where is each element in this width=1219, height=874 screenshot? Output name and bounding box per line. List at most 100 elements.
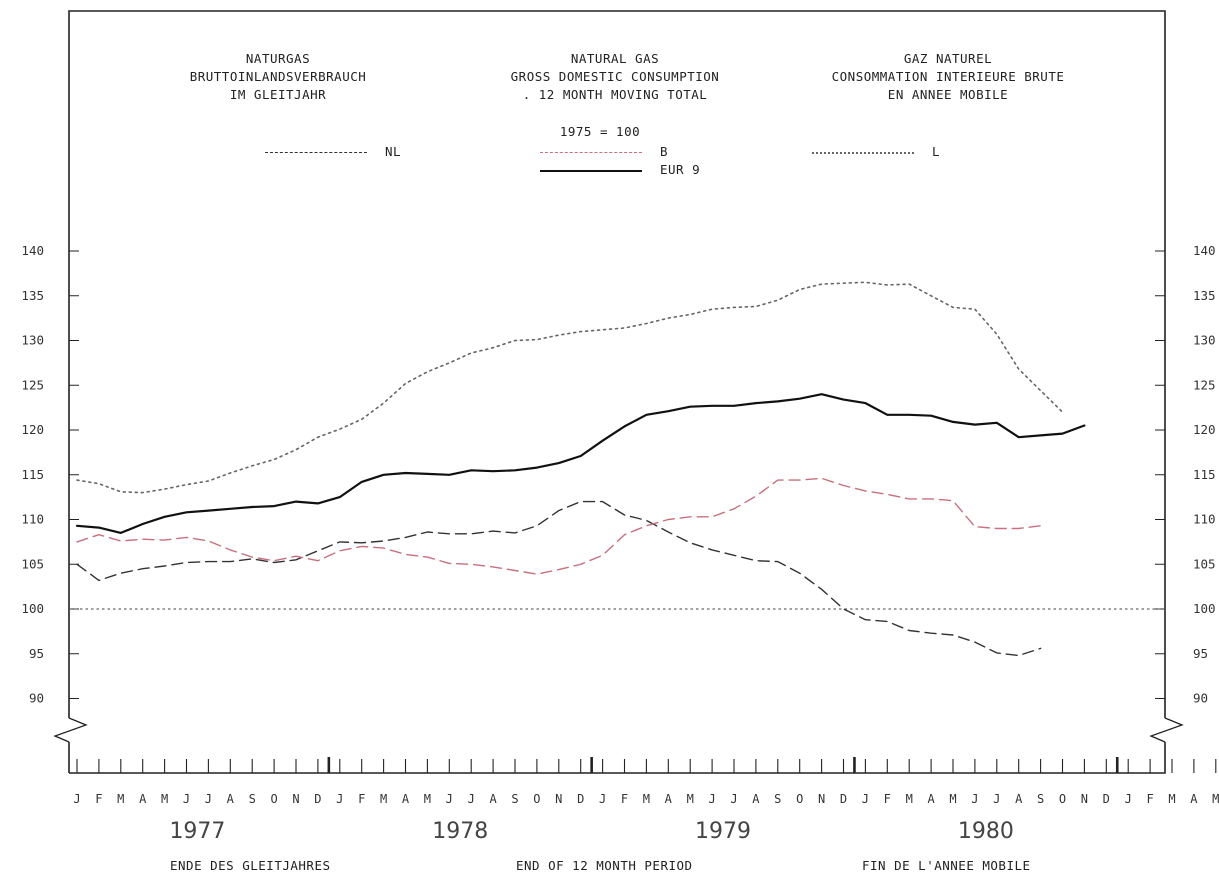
y-tick-label-left: 120 bbox=[21, 422, 44, 437]
x-tick-label-month: J bbox=[993, 792, 1000, 806]
legend-label-b: B bbox=[660, 144, 669, 159]
x-tick-label-month: O bbox=[1059, 792, 1066, 806]
x-tick-label-month: J bbox=[73, 792, 80, 806]
title-de-line-1: NATURGAS bbox=[245, 51, 311, 66]
x-tick-label-month: M bbox=[424, 792, 431, 806]
x-tick-label-month: N bbox=[555, 792, 562, 806]
legend-label-nl: NL bbox=[385, 144, 402, 159]
series-line-l bbox=[76, 281, 1064, 494]
x-tick-label-month: M bbox=[380, 792, 387, 806]
x-tick-label-month: A bbox=[227, 792, 235, 806]
title-fr-line-1: GAZ NATUREL bbox=[903, 51, 993, 66]
footer-english: END OF 12 MONTH PERIOD bbox=[516, 858, 693, 873]
x-tick-label-month: A bbox=[139, 792, 147, 806]
x-year-label: 1979 bbox=[695, 819, 751, 844]
axis-break-right bbox=[1149, 717, 1184, 743]
y-tick-label-left: 100 bbox=[21, 601, 44, 616]
x-tick-label-month: S bbox=[774, 792, 781, 806]
y-tick-label-right: 120 bbox=[1193, 422, 1216, 437]
x-tick-label-month: A bbox=[752, 792, 760, 806]
series-line-eur9 bbox=[75, 393, 1086, 535]
x-tick-label-month: A bbox=[665, 792, 673, 806]
x-tick-label-month: J bbox=[730, 792, 737, 806]
x-tick-label-month: J bbox=[862, 792, 869, 806]
x-tick-label-month: A bbox=[1190, 792, 1198, 806]
title-de-line-2: BRUTTOINLANDSVERBRAUCH bbox=[189, 69, 367, 84]
x-tick-label-month: F bbox=[884, 792, 891, 806]
y-tick-label-right: 125 bbox=[1193, 377, 1216, 392]
x-tick-label-month: J bbox=[708, 792, 715, 806]
x-tick-label-month: M bbox=[1168, 792, 1175, 806]
x-year-label: 1977 bbox=[169, 819, 225, 844]
y-tick-label-right: 115 bbox=[1193, 467, 1216, 482]
x-tick-label-month: M bbox=[906, 792, 913, 806]
title-fr-line-3: EN ANNEE MOBILE bbox=[887, 87, 1009, 102]
x-tick-label-month: J bbox=[1125, 792, 1132, 806]
x-tick-label-month: M bbox=[161, 792, 168, 806]
legend-swatch-eur9 bbox=[540, 170, 642, 172]
x-tick-label-month: O bbox=[796, 792, 803, 806]
axis-break-left bbox=[53, 717, 88, 743]
y-tick-label-left: 115 bbox=[21, 467, 44, 482]
legend-swatch-l bbox=[812, 152, 914, 154]
x-tick-label-month: D bbox=[1103, 792, 1110, 806]
y-tick-label-right: 140 bbox=[1193, 243, 1216, 258]
title-en-line-1: NATURAL GAS bbox=[570, 51, 660, 66]
x-tick-label-month: O bbox=[270, 792, 277, 806]
y-tick-label-right: 105 bbox=[1193, 556, 1216, 571]
series-line-nl bbox=[76, 500, 1042, 657]
x-tick-label-month: J bbox=[468, 792, 475, 806]
y-tick-label-right: 130 bbox=[1193, 333, 1216, 348]
title-french: GAZ NATUREL CONSOMMATION INTERIEURE BRUT… bbox=[798, 50, 1098, 104]
series-line-b bbox=[76, 477, 1042, 575]
x-tick-label-month: M bbox=[117, 792, 124, 806]
y-tick-label-left: 110 bbox=[21, 512, 44, 527]
x-tick-label-month: F bbox=[621, 792, 628, 806]
x-tick-label-month: J bbox=[183, 792, 190, 806]
x-tick-label-month: J bbox=[205, 792, 212, 806]
footer-german: ENDE DES GLEITJAHRES bbox=[170, 858, 331, 873]
x-year-label: 1978 bbox=[432, 819, 488, 844]
y-tick-label-left: 140 bbox=[21, 243, 44, 258]
x-tick-label-month: N bbox=[292, 792, 299, 806]
y-axis-ticks: 90 90 95 95 100 100 105 105 110 110 115 115 120 120 12… bbox=[21, 243, 1215, 706]
legend-label-l: L bbox=[932, 144, 941, 159]
title-de-line-3: IM GLEITJAHR bbox=[229, 87, 327, 102]
x-tick-label-month: A bbox=[1015, 792, 1023, 806]
y-tick-label-left: 130 bbox=[21, 333, 44, 348]
x-tick-label-month: D bbox=[314, 792, 321, 806]
series-lines bbox=[75, 281, 1086, 657]
y-tick-label-right: 110 bbox=[1193, 512, 1216, 527]
x-year-label: 1980 bbox=[958, 819, 1014, 844]
x-tick-label-month: F bbox=[358, 792, 365, 806]
footer-french: FIN DE L'ANNEE MOBILE bbox=[862, 858, 1031, 873]
x-tick-label-month: D bbox=[577, 792, 584, 806]
x-tick-label-month: M bbox=[1212, 792, 1219, 806]
y-tick-label-left: 90 bbox=[29, 691, 44, 706]
y-tick-label-right: 135 bbox=[1193, 288, 1216, 303]
x-tick-label-month: S bbox=[249, 792, 256, 806]
x-tick-label-month: M bbox=[643, 792, 650, 806]
x-tick-label-month: M bbox=[949, 792, 956, 806]
x-tick-label-month: N bbox=[818, 792, 825, 806]
y-tick-label-right: 90 bbox=[1193, 691, 1208, 706]
x-tick-label-month: N bbox=[1081, 792, 1088, 806]
x-tick-label-month: S bbox=[1037, 792, 1044, 806]
x-tick-label-month: A bbox=[927, 792, 935, 806]
title-fr-line-2: CONSOMMATION INTERIEURE BRUTE bbox=[831, 69, 1065, 84]
y-tick-label-left: 105 bbox=[21, 556, 44, 571]
legend-swatch-b bbox=[540, 152, 642, 153]
x-tick-label-month: S bbox=[511, 792, 518, 806]
base-year-label: 1975 = 100 bbox=[559, 124, 641, 139]
x-tick-label-month: M bbox=[687, 792, 694, 806]
y-tick-label-right: 95 bbox=[1193, 646, 1208, 661]
y-tick-label-right: 100 bbox=[1193, 601, 1216, 616]
x-tick-label-month: O bbox=[533, 792, 540, 806]
x-tick-label-month: F bbox=[95, 792, 102, 806]
x-tick-label-month: J bbox=[599, 792, 606, 806]
y-tick-label-left: 135 bbox=[21, 288, 44, 303]
title-english: NATURAL GAS GROSS DOMESTIC CONSUMPTION .… bbox=[465, 50, 765, 104]
x-tick-label-month: D bbox=[840, 792, 847, 806]
